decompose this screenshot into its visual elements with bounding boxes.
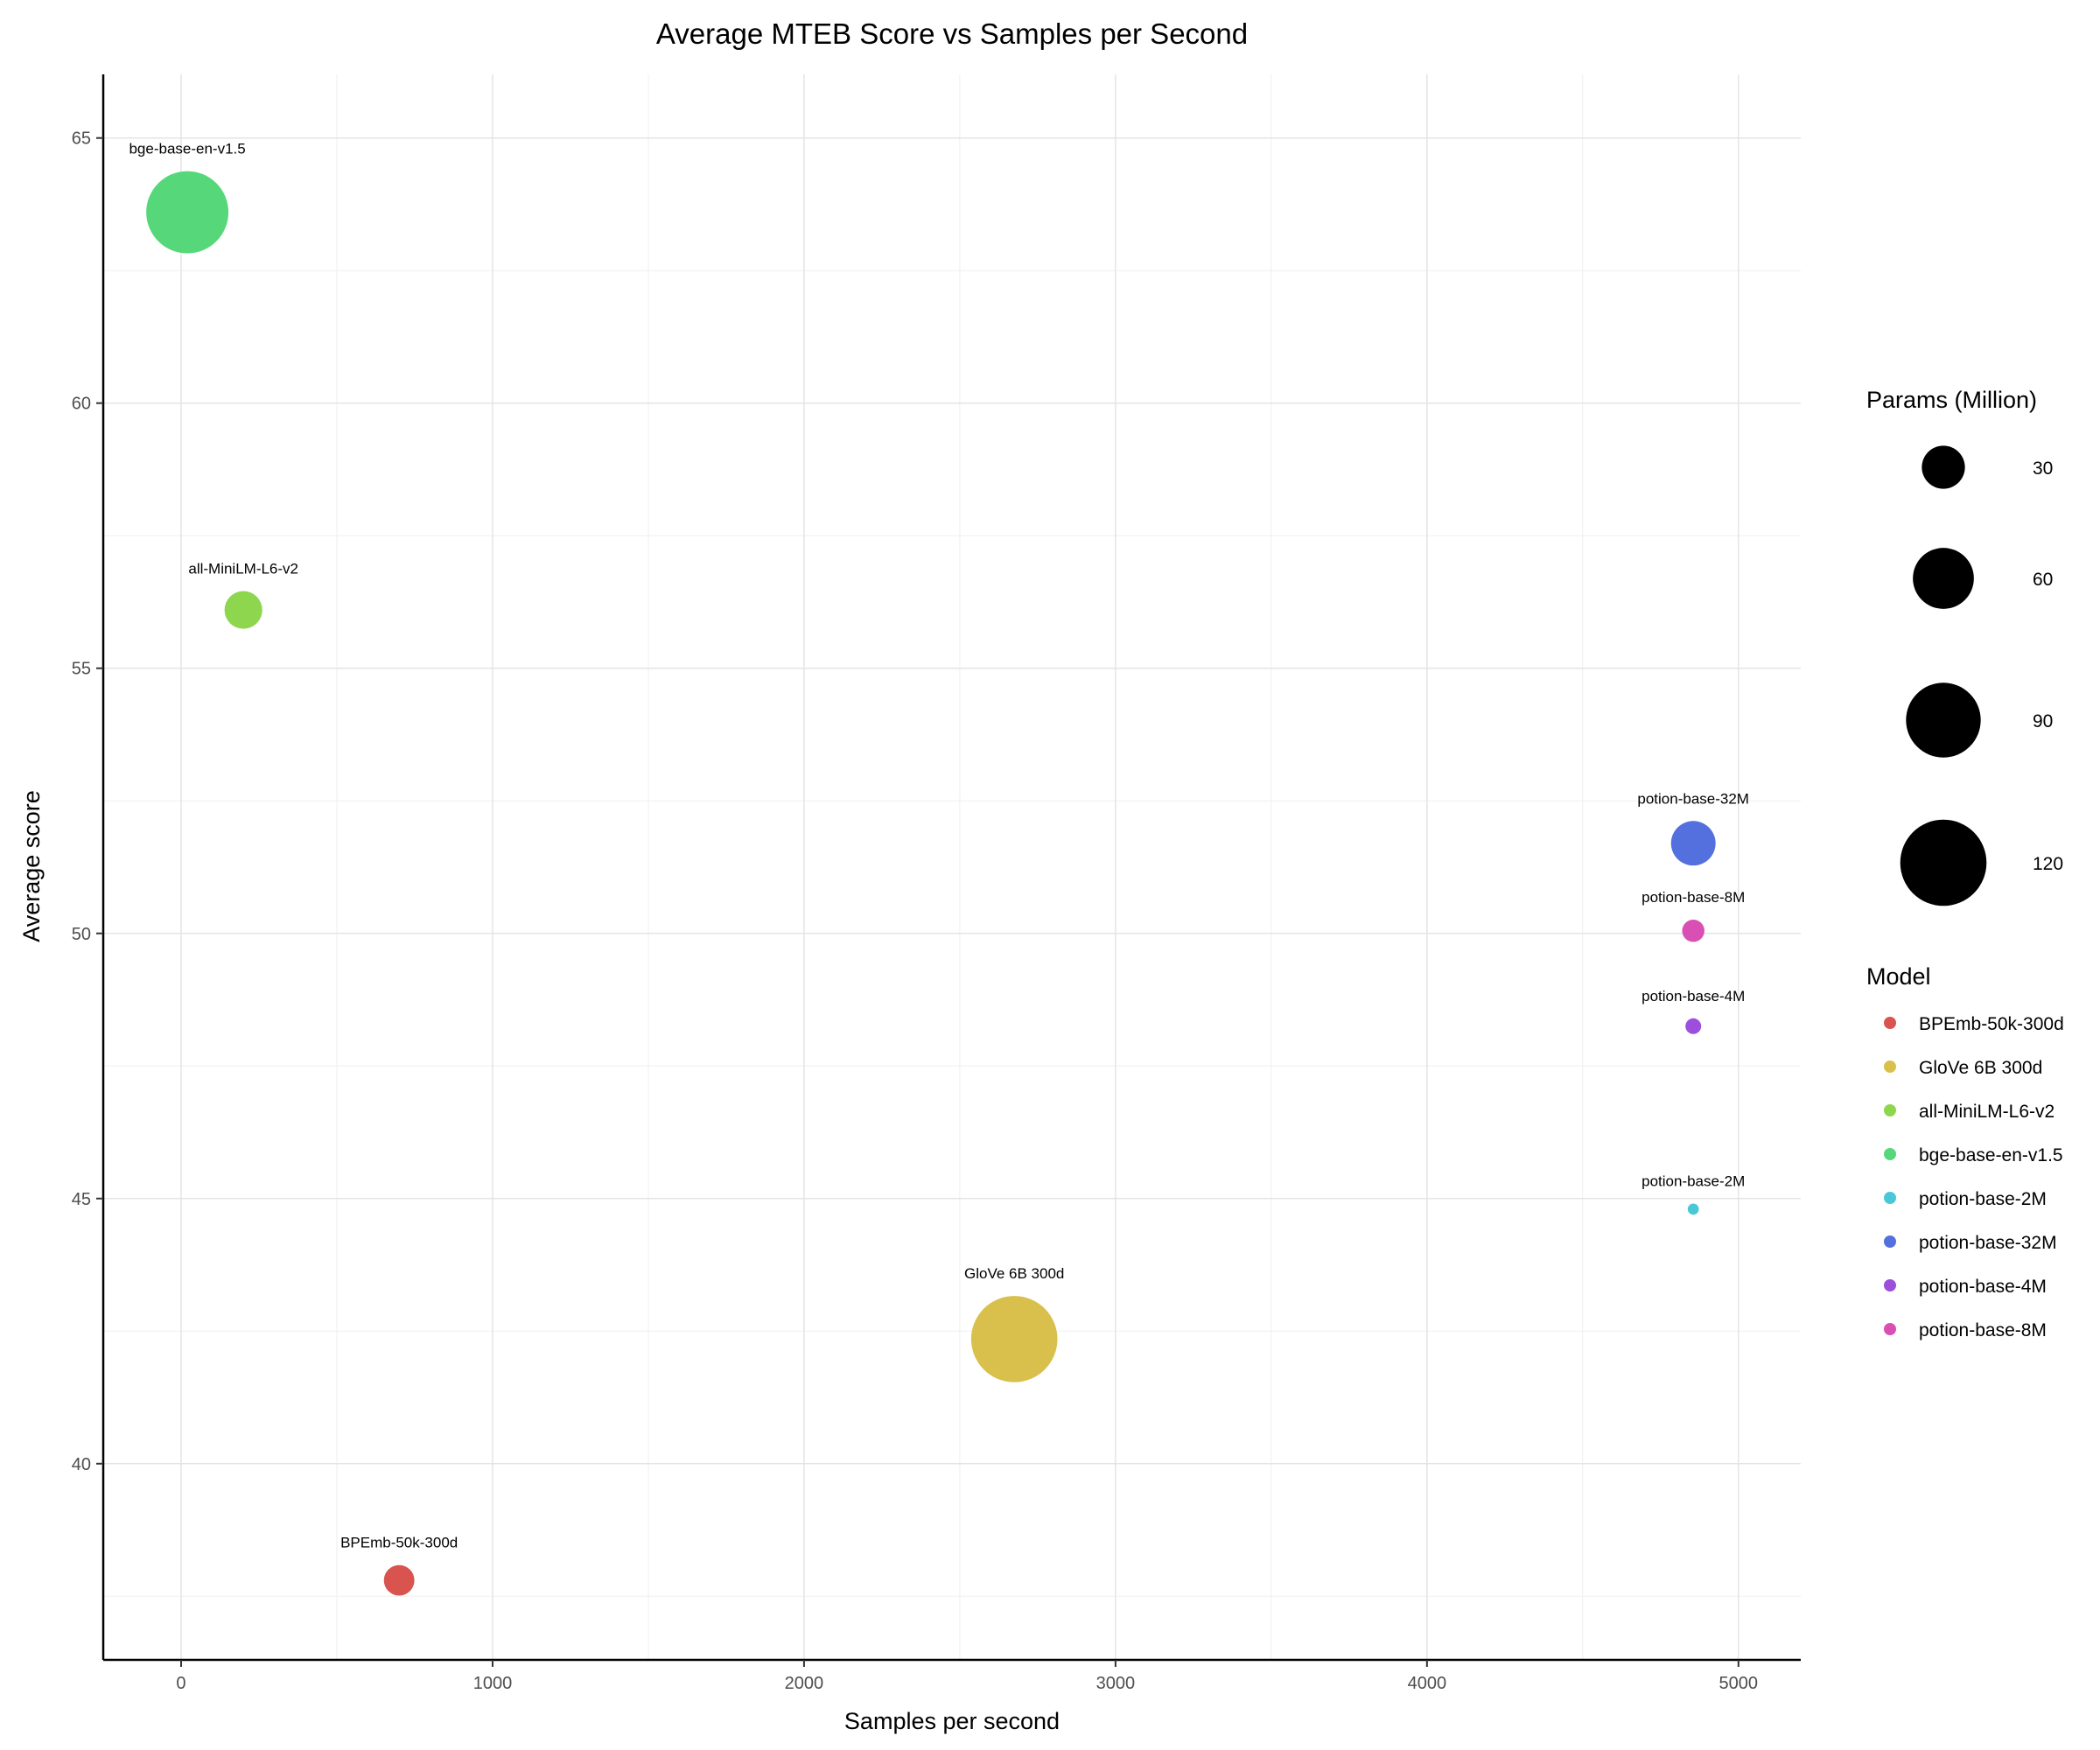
x-tick-label: 2000 [785,1674,824,1693]
color-legend-label: GloVe 6B 300d [1919,1058,2042,1078]
size-legend: 30 60 90 120 [1900,445,2063,906]
axes: 0 1000 2000 3000 4000 5000 40 45 50 55 60 65 [72,74,1801,1693]
point-label: potion-base-32M [1637,790,1749,807]
color-legend-swatch [1884,1017,1896,1029]
color-legend-title: Model [1866,963,1931,990]
point-label: BPEmb-50k-300d [340,1535,458,1551]
grid [103,74,1801,1660]
point-label: potion-base-2M [1642,1173,1745,1190]
x-tick-label: 0 [176,1674,186,1693]
chart-title: Average MTEB Score vs Samples per Second [656,18,1248,50]
data-point [1682,919,1704,942]
y-tick-label: 60 [72,395,91,414]
color-legend-label: all-MiniLM-L6-v2 [1919,1102,2054,1122]
size-legend-circle [1922,445,1965,489]
color-legend-label: bge-base-en-v1.5 [1919,1145,2063,1166]
color-legend-swatch [1884,1104,1896,1116]
y-tick-label: 65 [72,130,91,149]
color-legend-swatch [1884,1148,1896,1160]
color-legend-swatch [1884,1060,1896,1073]
x-axis-title: Samples per second [844,1708,1060,1734]
y-tick-label: 40 [72,1455,91,1474]
color-legend-label: potion-base-4M [1919,1277,2047,1297]
color-legend-label: BPEmb-50k-300d [1919,1014,2064,1034]
data-point [383,1564,415,1596]
data-point [224,591,262,629]
point-label: potion-base-4M [1642,988,1745,1004]
point-label: potion-base-8M [1642,889,1745,906]
y-tick-label: 45 [72,1190,91,1209]
size-legend-label: 90 [2033,711,2053,732]
size-legend-title: Params (Million) [1866,387,2037,413]
color-legend-label: potion-base-8M [1919,1320,2047,1340]
point-labels: BPEmb-50k-300d GloVe 6B 300d all-MiniLM-L6… [129,141,1749,1551]
y-tick-label: 55 [72,660,91,679]
y-tick-label: 50 [72,925,91,944]
data-points [146,171,1716,1596]
point-label: all-MiniLM-L6-v2 [188,560,298,577]
size-legend-circle [1913,548,1974,609]
data-point [146,171,229,254]
data-point [1670,821,1716,866]
size-legend-circle [1906,682,1981,758]
color-legend-swatch [1884,1279,1896,1292]
x-tick-label: 3000 [1096,1674,1136,1693]
data-point [1685,1018,1702,1034]
size-legend-label: 60 [2033,570,2053,590]
data-point [1687,1203,1699,1215]
y-axis-title: Average score [18,790,45,942]
x-tick-label: 5000 [1719,1674,1759,1693]
color-legend-swatch [1884,1236,1896,1248]
color-legend-swatch [1884,1323,1896,1335]
x-tick-label: 1000 [473,1674,513,1693]
point-label: bge-base-en-v1.5 [129,141,245,158]
color-legend: BPEmb-50k-300d GloVe 6B 300d all-MiniLM-L6… [1884,1014,2064,1340]
data-point [970,1296,1058,1382]
size-legend-label: 30 [2033,458,2053,479]
size-legend-label: 120 [2033,854,2063,874]
x-tick-label: 4000 [1408,1674,1447,1693]
color-legend-label: potion-base-2M [1919,1189,2047,1209]
size-legend-circle [1900,819,1987,906]
color-legend-swatch [1884,1192,1896,1204]
color-legend-label: potion-base-32M [1919,1233,2057,1253]
point-label: GloVe 6B 300d [964,1265,1064,1282]
